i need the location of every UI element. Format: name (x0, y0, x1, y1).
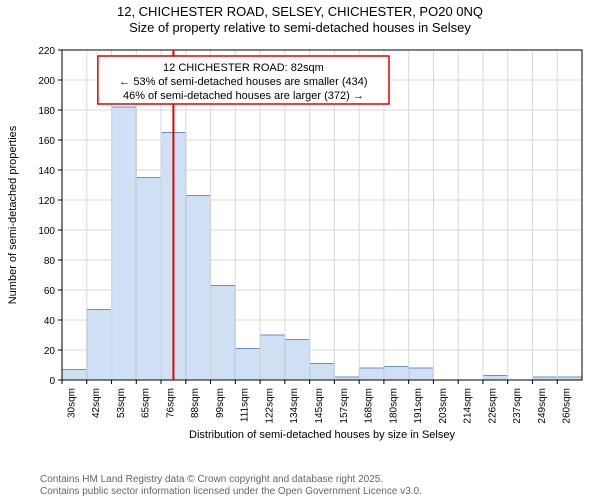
svg-text:12 CHICHESTER ROAD: 82sqm: 12 CHICHESTER ROAD: 82sqm (163, 62, 324, 74)
title-block: 12, CHICHESTER ROAD, SELSEY, CHICHESTER,… (0, 0, 600, 37)
svg-text:180: 180 (38, 106, 55, 117)
svg-text:99sqm: 99sqm (215, 388, 226, 418)
svg-text:191sqm: 191sqm (413, 388, 424, 424)
svg-text:120: 120 (38, 196, 55, 207)
footer-line-1: Contains HM Land Registry data © Crown c… (40, 474, 422, 486)
title-line-2: Size of property relative to semi-detach… (0, 20, 600, 36)
svg-text:134sqm: 134sqm (289, 388, 300, 424)
svg-text:Number of semi-detached proper: Number of semi-detached properties (7, 125, 19, 304)
svg-text:180sqm: 180sqm (388, 388, 399, 424)
svg-text:200: 200 (38, 76, 55, 87)
svg-text:203sqm: 203sqm (438, 388, 449, 424)
histogram-chart: 0 20 40 60 80 100 120 140 160 180 200 220 30sqm 42sqm… (0, 40, 600, 460)
svg-text:214sqm: 214sqm (463, 388, 474, 424)
svg-text:0: 0 (49, 376, 55, 387)
svg-text:168sqm: 168sqm (364, 388, 375, 424)
svg-text:157sqm: 157sqm (339, 388, 350, 424)
svg-text:140: 140 (38, 166, 55, 177)
svg-text:46% of semi-detached houses ar: 46% of semi-detached houses are larger (… (123, 90, 364, 102)
svg-text:53sqm: 53sqm (116, 388, 127, 418)
svg-text:226sqm: 226sqm (487, 388, 498, 424)
svg-text:Distribution of semi-detached: Distribution of semi-detached houses by … (189, 429, 455, 441)
svg-text:160: 160 (38, 136, 55, 147)
svg-text:42sqm: 42sqm (91, 388, 102, 418)
footer-line-2: Contains public sector information licen… (40, 486, 422, 498)
svg-text:88sqm: 88sqm (190, 388, 201, 418)
title-line-1: 12, CHICHESTER ROAD, SELSEY, CHICHESTER,… (0, 4, 600, 20)
svg-text:80: 80 (44, 256, 56, 267)
svg-text:145sqm: 145sqm (314, 388, 325, 424)
svg-text:60: 60 (44, 286, 56, 297)
svg-text:40: 40 (44, 316, 56, 327)
svg-text:237sqm: 237sqm (512, 388, 523, 424)
svg-text:122sqm: 122sqm (264, 388, 275, 424)
svg-text:← 53% of semi-detached houses: ← 53% of semi-detached houses are smalle… (119, 76, 367, 88)
svg-text:65sqm: 65sqm (141, 388, 152, 418)
svg-text:220: 220 (38, 46, 55, 57)
svg-text:76sqm: 76sqm (165, 388, 176, 418)
svg-text:260sqm: 260sqm (562, 388, 573, 424)
footer-attribution: Contains HM Land Registry data © Crown c… (40, 474, 422, 498)
svg-text:249sqm: 249sqm (537, 388, 548, 424)
svg-text:30sqm: 30sqm (66, 388, 77, 418)
svg-text:20: 20 (44, 346, 56, 357)
svg-text:111sqm: 111sqm (240, 388, 251, 422)
svg-text:100: 100 (38, 226, 55, 237)
